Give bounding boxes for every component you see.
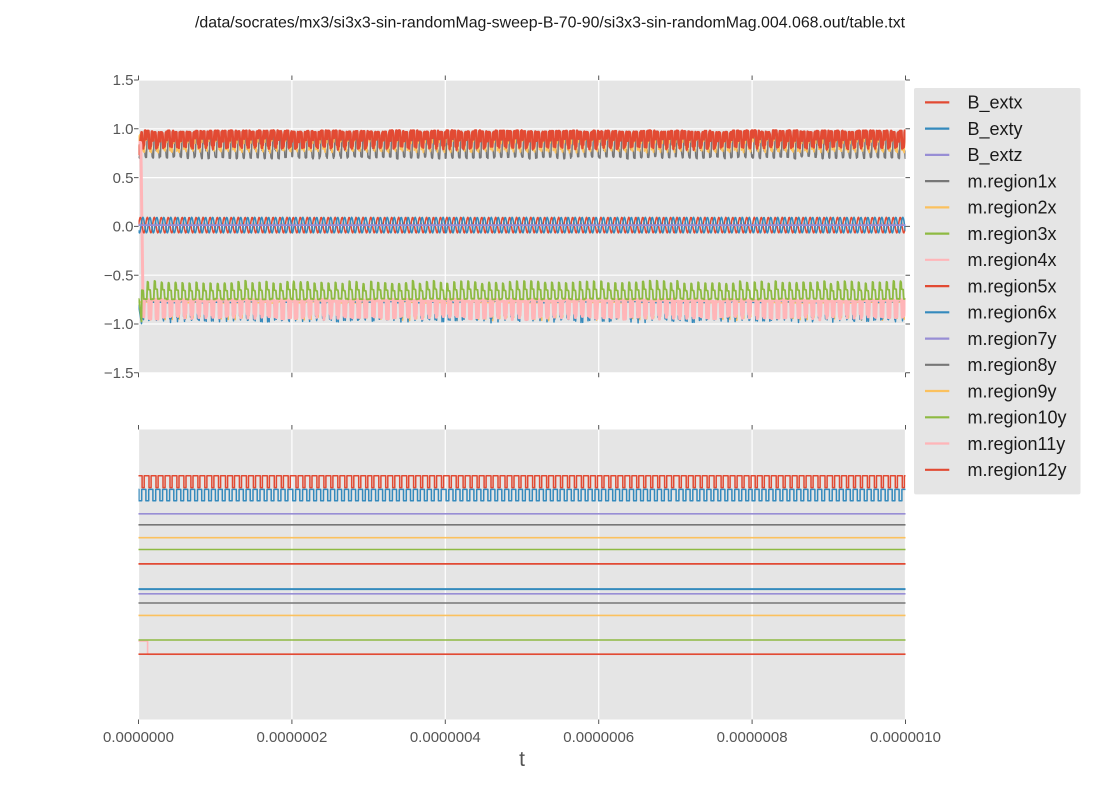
svg-text:m.region8y: m.region8y (968, 355, 1057, 375)
svg-text:B_extx: B_extx (968, 93, 1023, 114)
svg-text:−1.0: −1.0 (104, 316, 134, 333)
svg-text:0.0000004: 0.0000004 (410, 729, 481, 746)
svg-text:m.region3x: m.region3x (968, 224, 1057, 244)
svg-text:1.5: 1.5 (113, 72, 134, 89)
svg-text:m.region10y: m.region10y (968, 408, 1067, 428)
svg-text:0.0000002: 0.0000002 (256, 729, 327, 746)
svg-text:0.0000006: 0.0000006 (563, 729, 634, 746)
svg-text:m.region11y: m.region11y (968, 434, 1066, 454)
svg-text:0.0: 0.0 (113, 219, 134, 236)
svg-text:m.region6x: m.region6x (968, 303, 1057, 323)
svg-text:1.0: 1.0 (113, 121, 134, 138)
svg-text:−0.5: −0.5 (104, 267, 134, 284)
svg-text:0.0000000: 0.0000000 (103, 729, 174, 746)
svg-text:m.region4x: m.region4x (968, 250, 1057, 270)
svg-text:/data/socrates/mx3/si3x3-sin-r: /data/socrates/mx3/si3x3-sin-randomMag-s… (195, 15, 906, 32)
svg-text:m.region7y: m.region7y (968, 329, 1057, 349)
svg-text:t: t (519, 748, 525, 771)
svg-text:0.0000008: 0.0000008 (717, 729, 788, 746)
svg-text:m.region9y: m.region9y (968, 381, 1057, 401)
svg-text:B_extz: B_extz (968, 145, 1023, 166)
svg-text:m.region5x: m.region5x (968, 276, 1057, 296)
svg-text:0.0000010: 0.0000010 (870, 729, 941, 746)
svg-text:m.region1x: m.region1x (968, 171, 1057, 191)
svg-text:0.5: 0.5 (113, 170, 134, 187)
svg-text:m.region2x: m.region2x (968, 198, 1057, 218)
svg-text:B_exty: B_exty (968, 119, 1023, 140)
svg-text:−1.5: −1.5 (104, 365, 134, 382)
svg-text:m.region12y: m.region12y (968, 460, 1067, 480)
